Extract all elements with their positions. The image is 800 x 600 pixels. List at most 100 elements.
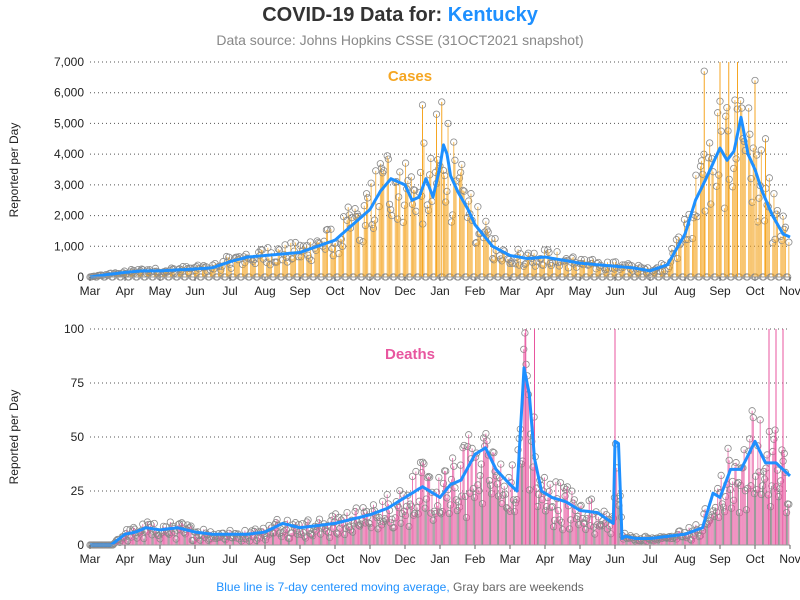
daily-marker	[483, 226, 491, 234]
daily-marker	[555, 516, 563, 524]
daily-marker	[763, 451, 771, 459]
daily-marker	[707, 200, 715, 208]
daily-marker	[508, 259, 516, 267]
daily-marker	[419, 458, 427, 466]
daily-marker	[732, 459, 740, 467]
daily-marker	[723, 104, 731, 112]
daily-marker	[785, 238, 793, 246]
x-tick-label: Oct	[326, 552, 345, 566]
x-tick-label: Jan	[430, 552, 449, 566]
daily-marker	[297, 530, 305, 538]
spike-marker	[751, 76, 759, 85]
x-tick-label: Dec	[394, 552, 415, 566]
y-tick-label: 0	[77, 270, 84, 284]
daily-marker	[748, 407, 756, 415]
x-tick-label: Jul	[642, 284, 657, 298]
daily-marker	[424, 472, 433, 481]
daily-marker	[423, 474, 431, 482]
daily-marker	[442, 467, 450, 475]
daily-marker	[773, 206, 781, 215]
daily-marker	[460, 441, 468, 450]
daily-marker	[711, 503, 720, 512]
daily-marker	[508, 461, 516, 469]
moving-average-line	[89, 115, 791, 279]
daily-marker	[522, 259, 530, 267]
daily-marker	[747, 482, 755, 490]
daily-marker	[724, 127, 732, 135]
x-tick-label: May	[569, 552, 592, 566]
daily-marker	[410, 186, 418, 194]
daily-marker	[396, 168, 404, 176]
daily-marker	[785, 500, 793, 508]
daily-marker	[241, 259, 249, 267]
daily-marker	[458, 160, 466, 169]
daily-marker	[458, 492, 466, 500]
daily-marker	[773, 466, 781, 474]
daily-marker	[407, 173, 415, 181]
x-tick-label: Jan	[430, 284, 449, 298]
daily-marker	[531, 262, 539, 270]
y-tick-label: 0	[77, 538, 84, 552]
daily-marker	[520, 345, 528, 353]
daily-marker	[561, 492, 569, 500]
daily-marker	[369, 224, 378, 232]
daily-marker	[494, 492, 503, 500]
daily-marker	[315, 515, 324, 523]
daily-marker	[778, 446, 786, 454]
daily-marker	[287, 239, 295, 247]
spike-marker	[761, 135, 770, 143]
daily-marker	[242, 535, 250, 543]
daily-marker	[749, 414, 757, 422]
daily-marker	[361, 221, 370, 230]
daily-marker	[465, 197, 473, 205]
title-prefix: COVID-19 Data for:	[262, 4, 443, 26]
daily-marker	[585, 497, 593, 505]
daily-marker	[416, 458, 425, 467]
daily-marker	[361, 519, 370, 527]
daily-marker	[492, 472, 500, 480]
daily-marker	[383, 490, 391, 499]
daily-marker	[338, 242, 347, 251]
daily-marker	[714, 109, 722, 117]
x-tick-label: Jun	[185, 552, 204, 566]
daily-marker	[746, 130, 754, 138]
daily-marker	[724, 444, 732, 452]
daily-marker	[322, 527, 330, 535]
daily-marker	[273, 515, 281, 524]
daily-marker	[524, 249, 532, 257]
daily-marker	[384, 155, 392, 163]
daily-marker	[379, 497, 387, 505]
chart-title: COVID-19 Data for: Kentucky	[0, 4, 800, 27]
y-tick-label: 2,000	[54, 209, 84, 223]
moving-average-line	[90, 366, 792, 547]
daily-marker	[780, 449, 788, 458]
daily-marker	[475, 487, 483, 495]
title-state: Kentucky	[447, 4, 538, 26]
daily-marker	[473, 449, 481, 457]
chart-footer: Blue line is 7-day centered moving avera…	[0, 580, 800, 594]
y-tick-label: 6,000	[54, 86, 84, 100]
x-tick-label: Aug	[254, 284, 275, 298]
daily-marker	[706, 139, 714, 147]
daily-marker	[387, 519, 395, 527]
daily-marker	[372, 167, 380, 175]
daily-marker	[474, 203, 482, 211]
y-tick-label: 4,000	[54, 147, 84, 161]
daily-marker	[444, 119, 452, 128]
daily-marker	[282, 526, 290, 534]
daily-marker	[482, 429, 490, 438]
daily-marker	[483, 437, 491, 445]
panel-label: Cases	[388, 68, 432, 85]
x-tick-label: Dec	[394, 284, 415, 298]
daily-marker	[393, 215, 402, 223]
daily-marker	[344, 203, 352, 211]
y-tick-label: 7,000	[54, 55, 84, 69]
daily-marker	[460, 187, 468, 195]
daily-marker	[489, 448, 497, 456]
daily-marker	[451, 156, 459, 164]
daily-marker	[781, 223, 790, 231]
daily-marker	[313, 237, 321, 245]
daily-marker	[352, 504, 360, 512]
daily-marker	[427, 154, 435, 162]
